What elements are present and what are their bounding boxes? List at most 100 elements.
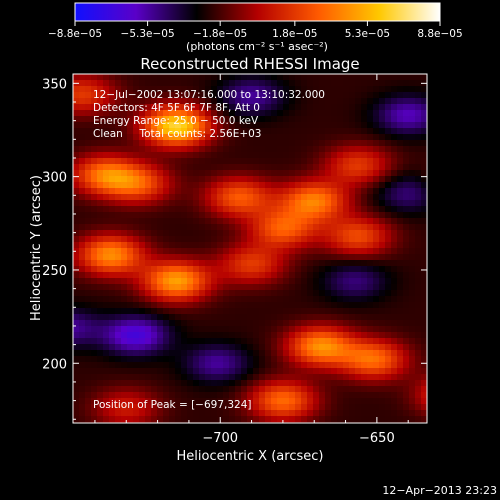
heatmap-cell xyxy=(229,350,236,357)
heatmap-cell xyxy=(103,110,110,117)
heatmap-cell xyxy=(271,92,278,99)
heatmap-cell xyxy=(139,236,146,243)
heatmap-cell xyxy=(217,188,224,195)
heatmap-cell xyxy=(241,368,248,375)
heatmap-cell xyxy=(127,170,134,177)
heatmap-cell xyxy=(277,200,284,207)
heatmap-cell xyxy=(295,392,302,399)
heatmap-cell xyxy=(391,158,398,165)
heatmap-cell xyxy=(79,188,86,195)
heatmap-cell xyxy=(85,356,92,363)
heatmap-cell xyxy=(85,140,92,147)
heatmap-cell xyxy=(151,242,158,249)
heatmap-cell xyxy=(151,380,158,387)
heatmap-cell xyxy=(79,200,86,207)
heatmap-cell xyxy=(409,356,416,363)
heatmap-cell xyxy=(169,230,176,237)
heatmap-cell xyxy=(79,416,86,423)
heatmap-cell xyxy=(253,266,260,273)
heatmap-cell xyxy=(163,158,170,165)
heatmap-cell xyxy=(409,386,416,393)
heatmap-cell xyxy=(127,92,134,99)
heatmap-cell xyxy=(73,362,80,369)
heatmap-cell xyxy=(115,242,122,249)
heatmap-cell xyxy=(163,284,170,291)
heatmap-cell xyxy=(205,290,212,297)
heatmap-cell xyxy=(187,230,194,237)
heatmap-cell xyxy=(271,218,278,225)
heatmap-cell xyxy=(325,146,332,153)
heatmap-cell xyxy=(253,410,260,417)
heatmap-cell xyxy=(163,242,170,249)
heatmap-cell xyxy=(397,86,404,93)
heatmap-cell xyxy=(97,230,104,237)
heatmap-cell xyxy=(187,200,194,207)
heatmap-cell xyxy=(277,368,284,375)
heatmap-cell xyxy=(415,344,422,351)
heatmap-cell xyxy=(79,350,86,357)
heatmap-cell xyxy=(91,200,98,207)
heatmap-cell xyxy=(151,224,158,231)
heatmap-cell xyxy=(301,314,308,321)
heatmap-cell xyxy=(253,320,260,327)
heatmap-cell xyxy=(313,290,320,297)
heatmap-cell xyxy=(199,170,206,177)
heatmap-cell xyxy=(415,152,422,159)
heatmap-cell xyxy=(349,356,356,363)
heatmap-cell xyxy=(235,242,242,249)
heatmap-cell xyxy=(379,242,386,249)
heatmap-cell xyxy=(151,278,158,285)
heatmap-cell xyxy=(307,170,314,177)
heatmap-cell xyxy=(187,212,194,219)
heatmap-cell xyxy=(91,74,98,81)
heatmap-cell xyxy=(355,164,362,171)
heatmap-cell xyxy=(265,368,272,375)
heatmap-cell xyxy=(415,242,422,249)
heatmap-cell xyxy=(151,98,158,105)
heatmap-cell xyxy=(181,140,188,147)
heatmap-cell xyxy=(403,260,410,267)
heatmap-cell xyxy=(73,152,80,159)
heatmap-cell xyxy=(181,182,188,189)
heatmap-cell xyxy=(115,308,122,315)
heatmap-cell xyxy=(109,344,116,351)
heatmap-cell xyxy=(313,224,320,231)
heatmap-cell xyxy=(415,302,422,309)
heatmap-cell xyxy=(313,230,320,237)
heatmap-cell xyxy=(415,290,422,297)
heatmap-cell xyxy=(175,338,182,345)
heatmap-cell xyxy=(115,278,122,285)
heatmap-cell xyxy=(163,86,170,93)
heatmap-cell xyxy=(313,332,320,339)
heatmap-cell xyxy=(223,284,230,291)
heatmap-cell xyxy=(307,200,314,207)
heatmap-cell xyxy=(217,146,224,153)
heatmap-cell xyxy=(79,242,86,249)
heatmap-cell xyxy=(157,410,164,417)
heatmap-cell xyxy=(91,188,98,195)
heatmap-cell xyxy=(325,350,332,357)
heatmap-cell xyxy=(385,416,392,423)
heatmap-cell xyxy=(193,380,200,387)
heatmap-cell xyxy=(355,260,362,267)
heatmap-cell xyxy=(145,116,152,123)
heatmap-cell xyxy=(193,236,200,243)
heatmap-cell xyxy=(277,362,284,369)
heatmap-cell xyxy=(295,152,302,159)
heatmap-cell xyxy=(319,296,326,303)
heatmap-cell xyxy=(181,368,188,375)
heatmap-cell xyxy=(157,398,164,405)
heatmap-cell xyxy=(337,110,344,117)
heatmap-cell xyxy=(331,194,338,201)
heatmap-cell xyxy=(301,350,308,357)
heatmap-cell xyxy=(283,332,290,339)
heatmap-cell xyxy=(265,278,272,285)
heatmap-cell xyxy=(259,170,266,177)
heatmap-cell xyxy=(391,314,398,321)
heatmap-cell xyxy=(349,86,356,93)
heatmap-cell xyxy=(271,182,278,189)
heatmap-cell xyxy=(151,176,158,183)
heatmap-cell xyxy=(349,326,356,333)
heatmap-cell xyxy=(313,188,320,195)
heatmap-cell xyxy=(229,80,236,87)
